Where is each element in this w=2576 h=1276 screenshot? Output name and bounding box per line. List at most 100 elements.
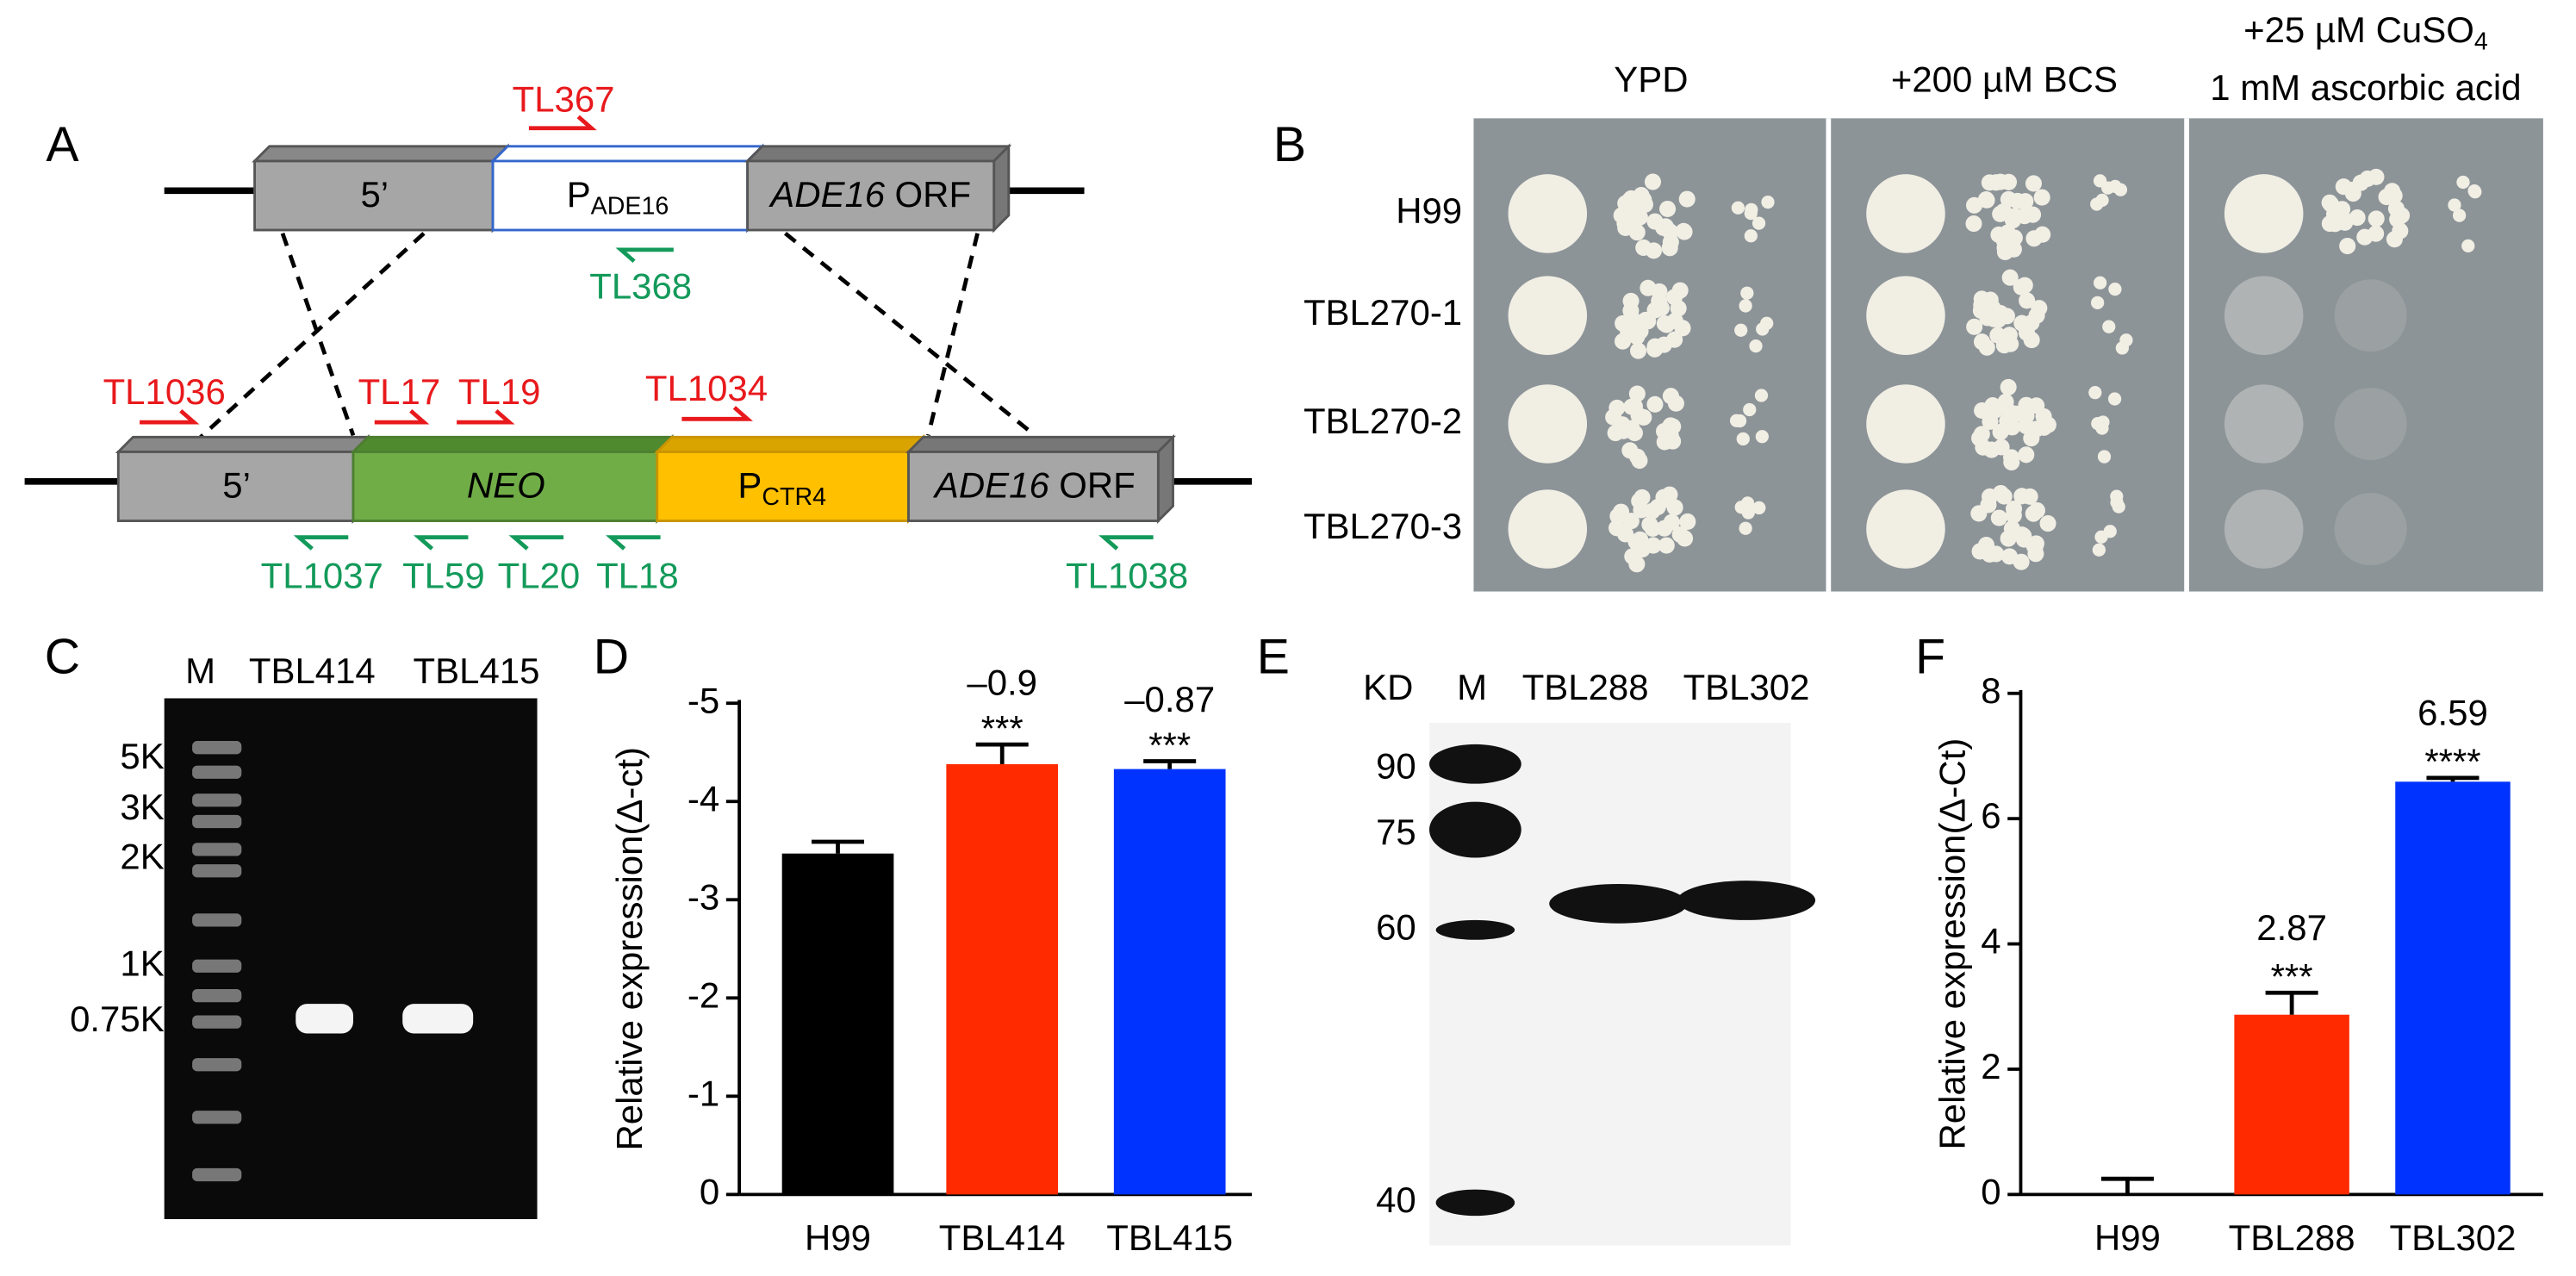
x-tick-label: H99: [805, 1217, 871, 1258]
marker-label: 3K: [120, 787, 164, 827]
primer-arrow: [140, 408, 200, 425]
blot-band: [1677, 881, 1816, 920]
colony: [1744, 229, 1758, 243]
colony: [1739, 299, 1752, 313]
colony: [1984, 397, 2001, 414]
spot: [2224, 384, 2304, 464]
recombination-line: [196, 232, 426, 442]
primer-arrow: [293, 535, 349, 551]
box-top: [115, 435, 371, 453]
spot: [1866, 384, 1945, 464]
colony: [1995, 232, 2013, 249]
recombination-line: [926, 233, 980, 436]
y-axis-label: Relative expression(Δ-ct): [609, 747, 650, 1151]
promoter-label: PADE16: [567, 174, 669, 220]
primer-label: TL18: [596, 555, 679, 595]
text-main: P: [737, 464, 762, 505]
y-tick-label: 8: [1981, 670, 2000, 711]
lane-label: TBL415: [414, 650, 540, 691]
colony: [1966, 196, 1983, 214]
colony: [1734, 323, 1748, 337]
colony: [2108, 282, 2122, 296]
colony: [1615, 314, 1632, 332]
colony: [1632, 531, 1649, 548]
colony: [1740, 286, 1754, 300]
colony: [1978, 339, 1995, 356]
colony: [2028, 501, 2045, 520]
value-label: 2.87: [2256, 907, 2327, 948]
colony: [2102, 320, 2116, 333]
text-sub: 4: [2474, 28, 2488, 55]
significance-label: ***: [981, 708, 1024, 749]
orf-label: ADE16 ORF: [932, 464, 1136, 505]
colony: [2384, 183, 2401, 200]
colony: [2091, 296, 2105, 309]
difference-label: –0.9: [967, 663, 1037, 703]
strain-label: H99: [1396, 190, 1462, 231]
colony: [1752, 216, 1766, 230]
text-main: +25 µM CuSO: [2243, 9, 2474, 50]
colony: [2015, 531, 2032, 548]
colony: [2468, 185, 2482, 199]
colony: [2452, 209, 2467, 222]
recombination-line: [783, 231, 1036, 438]
colony: [1628, 385, 1646, 402]
ladder-band: [192, 1167, 242, 1182]
box-side: [992, 143, 1011, 233]
colony: [2013, 488, 2031, 505]
blot-band: [1549, 883, 1688, 924]
y-tick-label: 4: [1981, 921, 2000, 962]
y-tick-label: -4: [688, 778, 719, 819]
colony: [2344, 185, 2361, 202]
colony: [2097, 450, 2112, 464]
y-tick-label: -1: [688, 1073, 719, 1113]
colony: [2006, 208, 2023, 225]
marker-label: 60: [1376, 906, 1416, 947]
colony: [1609, 507, 1627, 525]
colony: [2018, 417, 2035, 434]
box-front: [656, 451, 910, 522]
colony: [1973, 290, 1990, 308]
spot: [1508, 276, 1588, 355]
ladder-band: [192, 1111, 242, 1124]
colony: [1989, 327, 2007, 344]
panel-label: B: [1273, 117, 1306, 172]
colony: [1623, 398, 1640, 415]
colony: [1755, 430, 1769, 444]
marker-label: 0.75K: [70, 999, 165, 1039]
colony: [2025, 175, 2043, 192]
ladder-band: [192, 765, 242, 779]
promoter-label: PCTR4: [737, 464, 826, 510]
y-tick-label: -5: [688, 680, 719, 720]
ladder-band: [192, 794, 242, 807]
colony: [1729, 414, 1744, 427]
colony: [2000, 530, 2017, 547]
primer-arrow: [374, 408, 430, 425]
colony: [2000, 378, 2017, 395]
colony: [2359, 170, 2376, 188]
colony: [2003, 449, 2020, 466]
orf-label: ADE16 ORF: [768, 174, 971, 215]
colony: [1982, 488, 1999, 505]
error-bar: [2100, 1176, 2154, 1195]
colony: [2039, 416, 2056, 433]
ladder-band: [192, 741, 242, 755]
colony: [2019, 292, 2036, 309]
colony: [1646, 395, 1664, 413]
primer-arrow: [1098, 535, 1154, 551]
primer-label: TL1038: [1066, 555, 1188, 595]
colony: [2115, 341, 2130, 355]
colony: [1615, 333, 1632, 350]
primer-label: TL59: [402, 555, 485, 595]
panel-label: D: [594, 630, 629, 685]
colony: [2461, 239, 2475, 252]
colony: [1628, 224, 1646, 241]
y-tick-label: 0: [1981, 1171, 2000, 1211]
colony: [1621, 442, 1639, 459]
primer-label: TL17: [358, 371, 441, 412]
colony: [1644, 502, 1661, 520]
colony: [1671, 282, 1689, 299]
bar: [946, 763, 1059, 1195]
colony: [1983, 441, 2000, 458]
